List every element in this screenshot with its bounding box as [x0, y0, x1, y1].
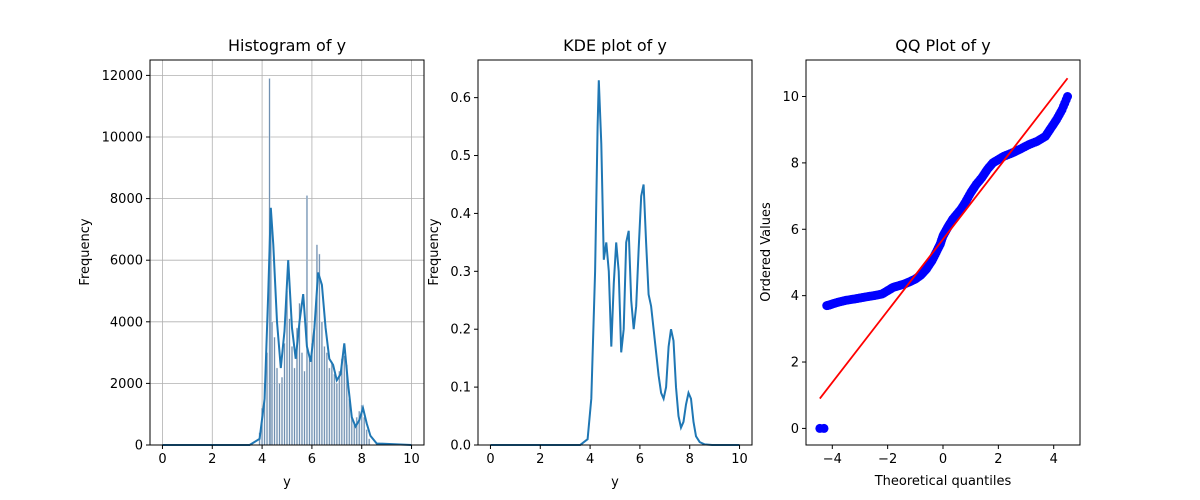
histogram-bar: [363, 417, 366, 446]
histogram-bar: [325, 352, 328, 446]
qq-xlabel: Theoretical quantiles: [874, 474, 1012, 489]
x-tick-label: 6: [308, 452, 316, 467]
histogram-bar: [328, 367, 331, 446]
y-tick-label: 0.3: [450, 265, 471, 280]
histogram-bar: [350, 417, 353, 446]
kde-ylabel: Frequency: [427, 218, 442, 285]
qq-title: QQ Plot of y: [895, 36, 991, 55]
histogram-frame: [149, 59, 425, 446]
histogram-bar: [308, 358, 311, 446]
histogram-bars: [258, 78, 371, 446]
histogram-title: Histogram of y: [228, 36, 346, 55]
x-tick-label: 4: [586, 452, 594, 467]
histogram-bar: [365, 429, 368, 446]
x-tick-label: 2: [994, 452, 1002, 467]
y-tick-label: 6000: [110, 254, 143, 269]
y-tick-label: 2000: [110, 377, 143, 392]
histogram-bar: [288, 318, 291, 446]
qq-panel: −4 −2 0 2 4 0 2 4 6 8 10 QQ Plot of y Theoretical …: [759, 36, 1081, 489]
x-tick-label: 2: [536, 452, 544, 467]
x-tick-label: 10: [403, 452, 420, 467]
y-tick-label: 0: [791, 422, 799, 437]
qq-point: [1063, 92, 1073, 102]
histogram-bar: [281, 377, 283, 446]
kde-frame: [477, 59, 753, 446]
x-tick-label: 0: [158, 452, 166, 467]
histogram-kde-line: [162, 207, 412, 446]
y-tick-label: 0.2: [450, 323, 471, 338]
qq-frame: [805, 59, 1081, 446]
x-tick-label: 0: [486, 452, 494, 467]
kde-title: KDE plot of y: [563, 36, 667, 55]
y-tick-label: 8000: [110, 192, 143, 207]
y-tick-label: 6: [791, 223, 799, 238]
histogram-bar: [283, 343, 286, 446]
qq-ticks: −4 −2 0 2 4 0 2 4 6 8 10: [782, 90, 1057, 467]
histogram-bar: [318, 253, 321, 446]
x-tick-label: 8: [358, 452, 366, 467]
y-tick-label: 0.1: [450, 381, 471, 396]
histogram-bar: [300, 352, 303, 446]
histogram-panel: 0 2 4 6 8 10 0 2000 4000 6000 8000 10000 12000 Histo…: [78, 36, 425, 490]
qq-ylabel: Ordered Values: [759, 202, 774, 302]
y-tick-label: 0.0: [450, 439, 471, 454]
y-tick-label: 4: [791, 289, 799, 304]
histogram-xlabel: y: [283, 475, 291, 490]
histogram-ylabel: Frequency: [78, 218, 93, 285]
x-tick-label: 10: [731, 452, 748, 467]
y-tick-label: 2: [791, 356, 799, 371]
histogram-bar: [335, 383, 338, 446]
histogram-bar: [330, 361, 333, 446]
y-tick-label: 0.5: [450, 149, 471, 164]
histogram-bar: [313, 327, 316, 446]
histogram-bar: [343, 355, 346, 446]
histogram-bar: [303, 370, 306, 446]
x-tick-label: −4: [823, 452, 842, 467]
histogram-bar: [278, 383, 281, 446]
histogram-bar: [323, 346, 326, 446]
histogram-ticks: 0 2 4 6 8 10 0 2000 4000 6000 8000 10000 12000: [102, 69, 420, 467]
y-tick-label: 8: [791, 156, 799, 171]
histogram-bar: [355, 417, 358, 446]
x-tick-label: 6: [636, 452, 644, 467]
x-tick-label: 4: [1050, 452, 1058, 467]
y-tick-label: 10: [782, 90, 799, 105]
y-tick-label: 0: [135, 439, 143, 454]
x-tick-label: −2: [878, 452, 897, 467]
kde-line: [490, 80, 740, 446]
y-tick-label: 4000: [110, 315, 143, 330]
histogram-bar: [286, 290, 288, 446]
histogram-grid: [150, 60, 424, 446]
histogram-bar: [276, 367, 278, 446]
x-tick-label: 4: [258, 452, 266, 467]
histogram-bar: [291, 346, 293, 446]
histogram-bar: [305, 195, 308, 446]
x-tick-label: 8: [686, 452, 694, 467]
histogram-bar: [273, 337, 276, 446]
histogram-bar: [293, 367, 296, 446]
histogram-bar: [271, 321, 274, 446]
y-tick-label: 12000: [102, 69, 143, 84]
y-tick-label: 0.4: [450, 207, 471, 222]
x-tick-label: 2: [208, 452, 216, 467]
qq-point: [819, 423, 829, 433]
histogram-bar: [338, 370, 341, 446]
y-tick-label: 10000: [102, 131, 143, 146]
histogram-bar: [368, 438, 371, 446]
qq-points: [815, 92, 1073, 433]
kde-xlabel: y: [611, 475, 619, 490]
y-tick-label: 0.6: [450, 91, 471, 106]
qq-fit-line: [819, 77, 1069, 400]
kde-ticks: 0 2 4 6 8 10 0.0 0.1 0.2 0.3 0.4 0.5 0.6: [450, 91, 748, 467]
x-tick-label: 0: [939, 452, 947, 467]
kde-panel: 0 2 4 6 8 10 0.0 0.1 0.2 0.3 0.4 0.5 0.6 KDE plot of…: [427, 36, 753, 490]
histogram-bar: [333, 373, 336, 446]
histogram-bar: [320, 321, 323, 446]
